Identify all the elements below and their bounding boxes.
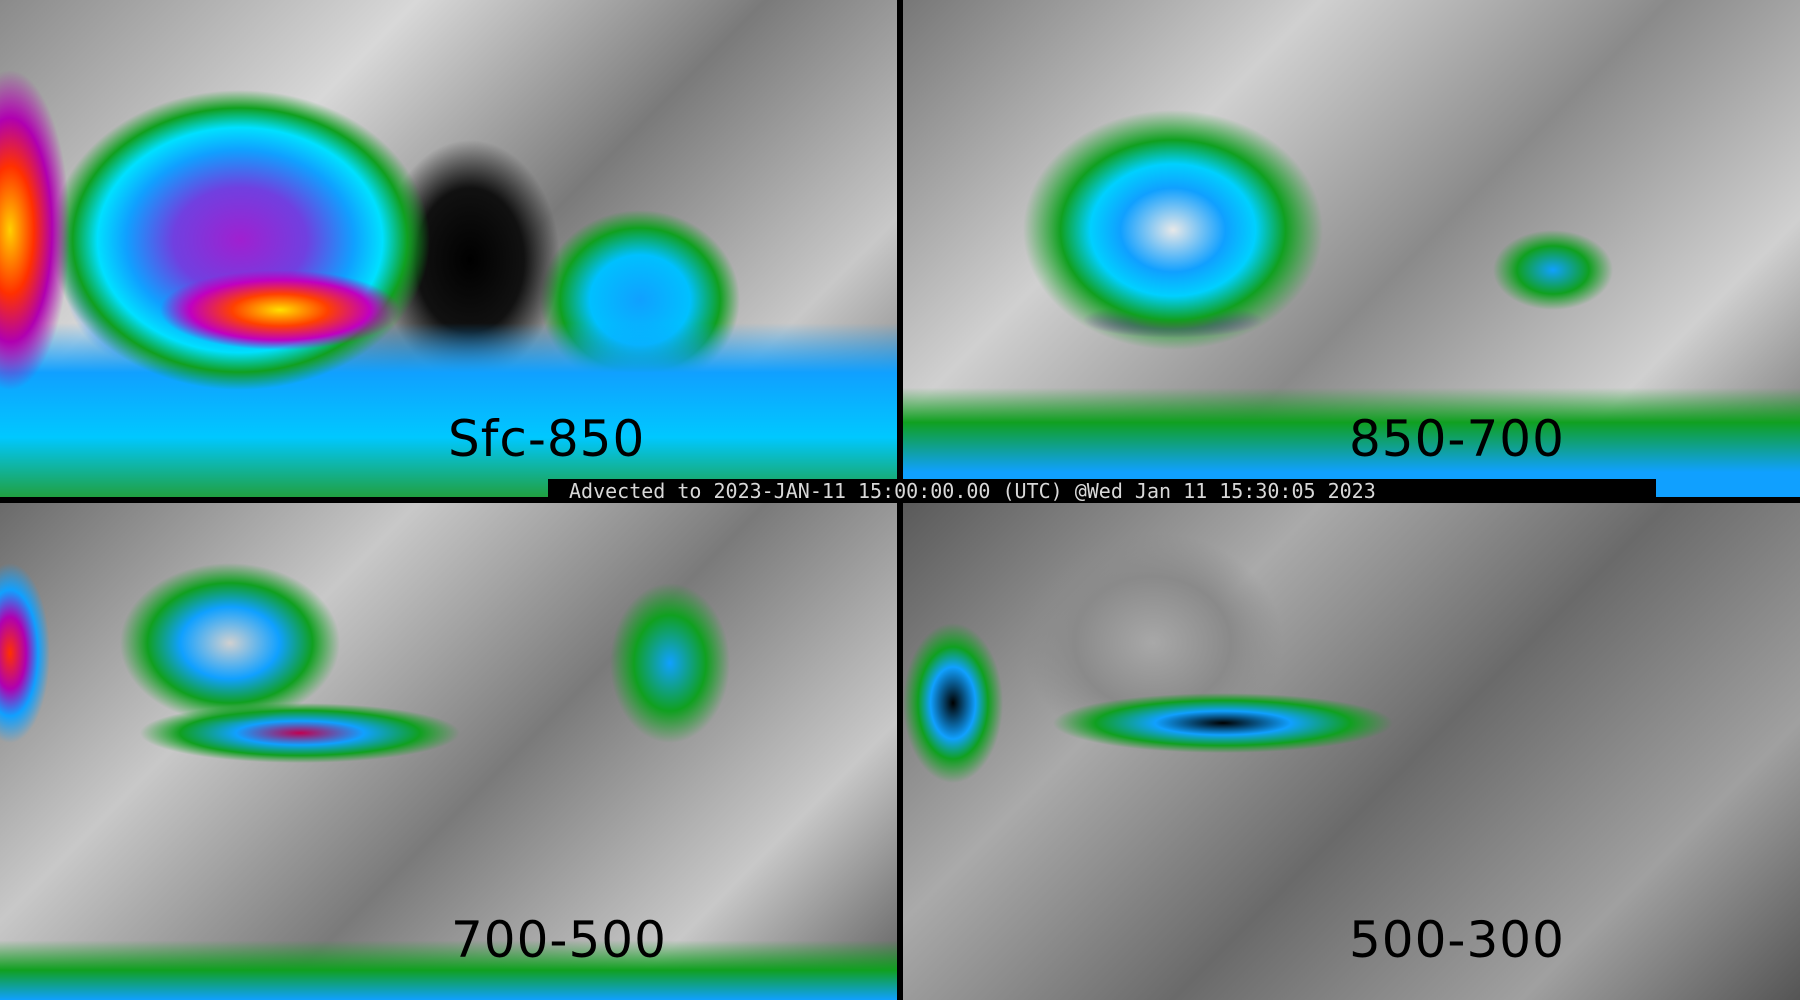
timestamp-banner: Advected to 2023-JAN-11 15:00:00.00 (UTC… xyxy=(548,479,1656,503)
map-panel-500-300: 500-300 xyxy=(903,503,1800,1000)
map-panel-850-700: 850-700 xyxy=(903,0,1800,497)
map-panel-700-500: 700-500 xyxy=(0,503,897,1000)
layer-label: Sfc-850 xyxy=(448,410,646,468)
layer-label: 700-500 xyxy=(451,911,667,969)
layer-label: 500-300 xyxy=(1349,911,1565,969)
map-panel-sfc-850: Sfc-850 xyxy=(0,0,897,497)
layer-label: 850-700 xyxy=(1349,410,1565,468)
